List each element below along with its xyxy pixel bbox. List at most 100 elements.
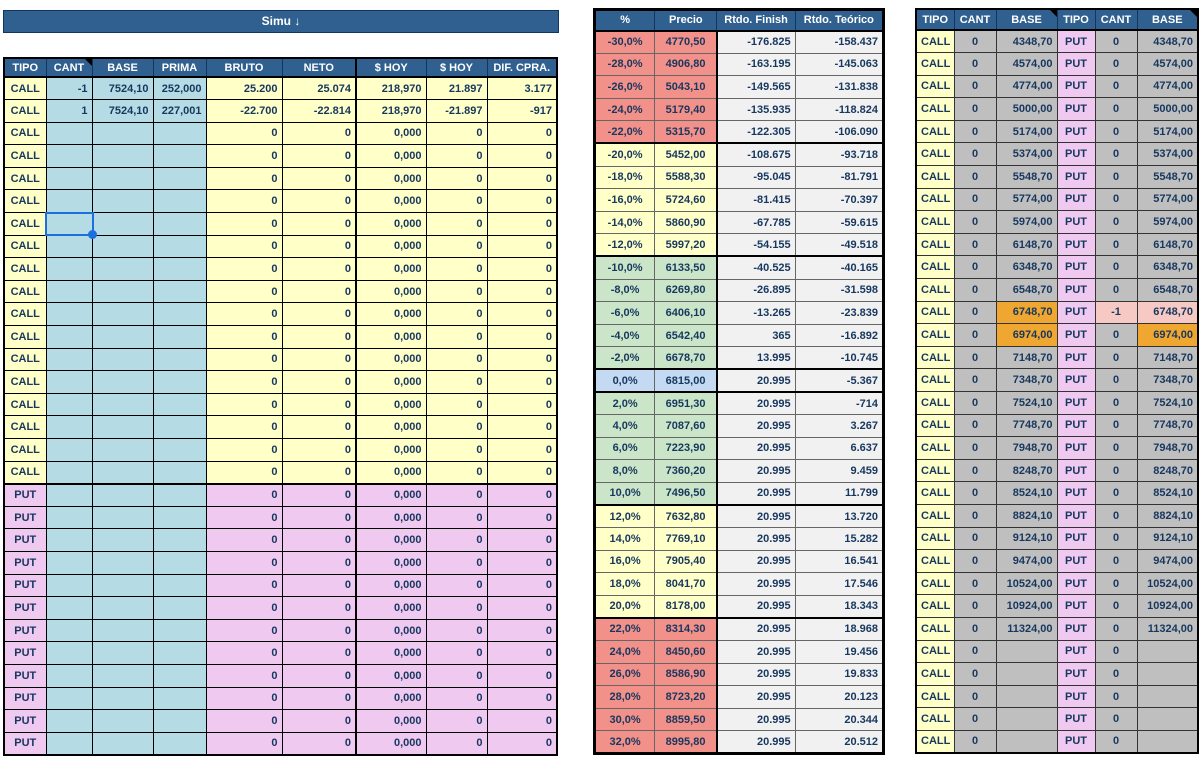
cell-call-cant[interactable]: 0 (953, 594, 997, 618)
cell-bruto[interactable]: 0 (205, 460, 283, 485)
cell-rtdo-finish[interactable]: 20.995 (716, 707, 796, 732)
cell-bruto[interactable]: 0 (205, 438, 283, 462)
cell-pct[interactable]: 4,0% (593, 414, 656, 438)
cell-base[interactable] (91, 166, 154, 191)
cell-precio[interactable]: 8859,50 (654, 707, 718, 732)
cell-precio[interactable]: 5724,60 (654, 188, 718, 212)
cell-call-tipo[interactable]: CALL (915, 97, 955, 121)
cell-hoy-unit[interactable]: 0 (425, 573, 488, 598)
cell-put-base[interactable]: 10924,00 (1136, 594, 1199, 618)
cell-precio[interactable]: 8995,80 (654, 730, 718, 754)
cell-put-tipo[interactable]: PUT (1056, 187, 1096, 212)
cell-dif-cpra[interactable]: 0 (486, 189, 558, 214)
cell-dif-cpra[interactable]: 0 (486, 415, 558, 439)
cell-hoy-unit[interactable]: 0 (425, 415, 488, 439)
cell-rtdo-teorico[interactable]: 3.267 (794, 414, 885, 438)
cell-rtdo-finish[interactable]: 20.995 (716, 368, 796, 393)
cell-put-cant[interactable]: 0 (1094, 142, 1138, 167)
cell-call-cant[interactable]: 0 (953, 684, 997, 709)
cell-precio[interactable]: 5997,20 (654, 233, 718, 257)
cell-dif-cpra[interactable]: 0 (486, 166, 558, 191)
cell-tipo[interactable]: CALL (3, 144, 47, 168)
cell-hoy-total[interactable]: 0,000 (355, 347, 427, 372)
cell-prima[interactable] (152, 482, 207, 507)
cell-bruto[interactable]: -22.700 (205, 99, 283, 123)
cell-hoy-total[interactable]: 0,000 (355, 505, 427, 530)
cell-hoy-unit[interactable]: 0 (425, 302, 488, 327)
cell-cant[interactable]: -1 (45, 76, 93, 101)
cell-neto[interactable]: 0 (281, 325, 357, 349)
cell-pct[interactable]: -30,0% (593, 30, 656, 54)
cell-bruto[interactable]: 0 (205, 234, 283, 259)
cell-rtdo-teorico[interactable]: -118.824 (794, 97, 885, 122)
cell-base[interactable]: 7524,10 (91, 99, 154, 123)
cell-put-tipo[interactable]: PUT (1056, 368, 1096, 392)
cell-rtdo-teorico[interactable]: 19.833 (794, 662, 885, 687)
cell-bruto[interactable]: 0 (205, 302, 283, 327)
cell-precio[interactable]: 7769,10 (654, 527, 718, 551)
cell-rtdo-teorico[interactable]: 11.799 (794, 481, 885, 506)
cell-tipo[interactable]: CALL (3, 325, 47, 349)
cell-bruto[interactable]: 0 (205, 505, 283, 530)
cell-put-cant[interactable]: 0 (1094, 97, 1138, 121)
cell-precio[interactable]: 7496,50 (654, 481, 718, 506)
cell-tipo[interactable]: PUT (3, 528, 47, 552)
cell-call-tipo[interactable]: CALL (915, 278, 955, 302)
cell-dif-cpra[interactable]: 0 (486, 325, 558, 349)
cell-call-base[interactable]: 6548,70 (995, 278, 1058, 302)
cell-dif-cpra[interactable]: 0 (486, 460, 558, 485)
cell-cant[interactable] (45, 731, 93, 756)
cell-dif-cpra[interactable]: 0 (486, 121, 558, 146)
cell-bruto[interactable]: 0 (205, 663, 283, 688)
cell-call-tipo[interactable]: CALL (915, 52, 955, 76)
cell-put-base[interactable] (1136, 662, 1199, 686)
cell-rtdo-finish[interactable]: 20.995 (716, 640, 796, 664)
cell-bruto[interactable]: 0 (205, 370, 283, 394)
cell-hoy-total[interactable]: 0,000 (355, 121, 427, 146)
cell-call-cant[interactable]: 0 (953, 549, 997, 573)
cell-hoy-total[interactable]: 0,000 (355, 166, 427, 191)
cell-prima[interactable] (152, 641, 207, 665)
cell-pct[interactable]: 12,0% (593, 503, 656, 529)
cell-bruto[interactable]: 0 (205, 641, 283, 665)
cell-pct[interactable]: 0,0% (593, 368, 656, 393)
cell-bruto[interactable]: 0 (205, 279, 283, 304)
header-pct[interactable]: % (593, 9, 656, 32)
cell-base[interactable] (91, 528, 154, 552)
cell-rtdo-finish[interactable]: -40.525 (716, 255, 796, 280)
cell-dif-cpra[interactable]: 0 (486, 302, 558, 327)
cell-dif-cpra[interactable]: 0 (486, 641, 558, 665)
cell-neto[interactable]: 0 (281, 731, 357, 756)
cell-tipo[interactable]: PUT (3, 505, 47, 530)
cell-call-tipo[interactable]: CALL (915, 684, 955, 709)
simu-banner-button[interactable]: Simu ↓ (3, 10, 559, 33)
cell-put-cant[interactable]: 0 (1094, 323, 1138, 347)
cell-dif-cpra[interactable]: 0 (486, 573, 558, 598)
cell-put-tipo[interactable]: PUT (1056, 232, 1096, 257)
cell-prima[interactable] (152, 347, 207, 372)
cell-call-cant[interactable]: 0 (953, 662, 997, 686)
cell-tipo[interactable]: PUT (3, 731, 47, 756)
cell-prima[interactable] (152, 392, 207, 417)
cell-prima[interactable] (152, 189, 207, 214)
cell-call-base[interactable]: 9474,00 (995, 549, 1058, 573)
cell-hoy-unit[interactable]: 0 (425, 641, 488, 665)
cell-hoy-unit[interactable]: 0 (425, 166, 488, 191)
cell-rtdo-finish[interactable]: -95.045 (716, 165, 796, 190)
cell-rtdo-teorico[interactable]: -59.615 (794, 210, 885, 235)
cell-bruto[interactable]: 0 (205, 686, 283, 711)
cell-put-cant[interactable]: 0 (1094, 549, 1138, 573)
cell-prima[interactable] (152, 257, 207, 281)
cell-put-base[interactable]: 7348,70 (1136, 368, 1199, 392)
cell-call-tipo[interactable]: CALL (915, 142, 955, 167)
cell-put-cant[interactable]: 0 (1094, 74, 1138, 99)
cell-tipo[interactable]: PUT (3, 596, 47, 620)
cell-hoy-unit[interactable]: 0 (425, 392, 488, 417)
selected-cell[interactable] (45, 212, 97, 239)
cell-neto[interactable]: 0 (281, 392, 357, 417)
cell-rtdo-finish[interactable]: 20.995 (716, 414, 796, 438)
cell-put-tipo[interactable]: PUT (1056, 481, 1096, 505)
cell-pct[interactable]: -26,0% (593, 75, 656, 99)
cell-cant[interactable] (45, 460, 93, 485)
cell-pct[interactable]: 8,0% (593, 459, 656, 483)
